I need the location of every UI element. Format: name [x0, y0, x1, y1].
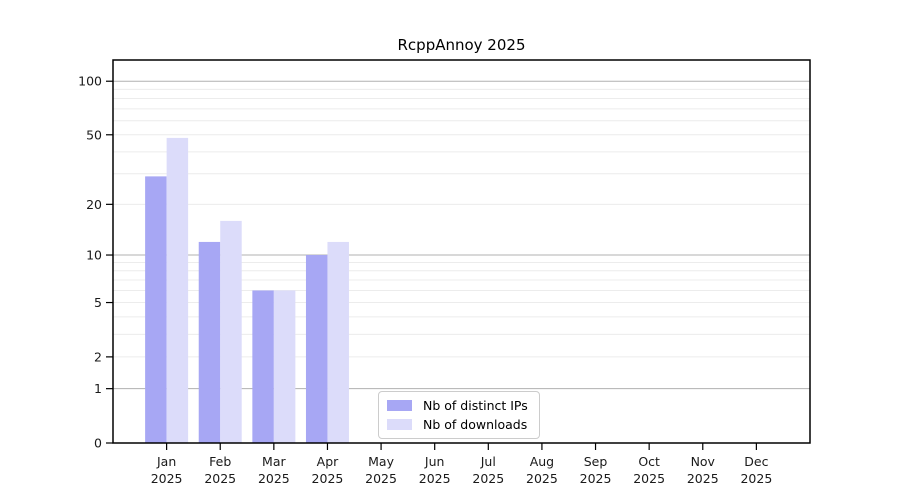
svg-text:2025: 2025 — [258, 471, 290, 486]
bar — [166, 137, 189, 443]
svg-text:2025: 2025 — [312, 471, 344, 486]
legend-swatch-distinct-ips — [387, 400, 412, 411]
legend-item-downloads: Nb of downloads — [387, 417, 528, 432]
svg-text:2025: 2025 — [472, 471, 504, 486]
bar — [305, 255, 328, 443]
svg-text:2025: 2025 — [204, 471, 236, 486]
legend: Nb of distinct IPs Nb of downloads — [378, 391, 540, 439]
bars — [145, 137, 349, 443]
svg-text:2025: 2025 — [419, 471, 451, 486]
svg-text:Dec: Dec — [744, 454, 768, 469]
svg-text:10: 10 — [86, 248, 102, 263]
gridlines — [113, 80, 810, 390]
svg-text:Jan: Jan — [156, 454, 176, 469]
bar — [220, 220, 242, 443]
svg-text:Nov: Nov — [691, 454, 716, 469]
legend-label-distinct-ips: Nb of distinct IPs — [423, 398, 528, 413]
svg-text:May: May — [368, 454, 394, 469]
svg-text:2025: 2025 — [740, 471, 772, 486]
svg-text:Sep: Sep — [584, 454, 608, 469]
y-axis: 0 1 2 5 10 20 50 100 — [78, 74, 113, 451]
bar — [273, 290, 296, 443]
bar — [198, 241, 221, 443]
svg-text:Feb: Feb — [209, 454, 231, 469]
svg-text:0: 0 — [94, 436, 102, 451]
svg-text:Aug: Aug — [530, 454, 554, 469]
svg-text:2: 2 — [94, 349, 102, 364]
svg-text:1: 1 — [94, 381, 102, 396]
plot-border — [112, 59, 811, 444]
svg-text:Mar: Mar — [262, 454, 286, 469]
legend-item-distinct-ips: Nb of distinct IPs — [387, 398, 528, 413]
svg-text:5: 5 — [94, 295, 102, 310]
svg-text:50: 50 — [86, 127, 102, 142]
legend-swatch-downloads — [387, 419, 412, 430]
bar — [252, 290, 274, 443]
svg-text:20: 20 — [86, 197, 102, 212]
svg-text:2025: 2025 — [633, 471, 665, 486]
svg-text:2025: 2025 — [687, 471, 719, 486]
svg-text:2025: 2025 — [526, 471, 558, 486]
svg-text:Apr: Apr — [317, 454, 339, 469]
svg-text:Oct: Oct — [638, 454, 660, 469]
svg-text:2025: 2025 — [365, 471, 397, 486]
svg-text:2025: 2025 — [580, 471, 612, 486]
svg-text:Jul: Jul — [480, 454, 496, 469]
legend-label-downloads: Nb of downloads — [423, 417, 528, 432]
svg-text:Jun: Jun — [424, 454, 445, 469]
chart-title: RcppAnnoy 2025 — [397, 36, 526, 54]
svg-text:100: 100 — [78, 74, 102, 89]
bar — [145, 176, 167, 443]
svg-text:2025: 2025 — [151, 471, 183, 486]
bar — [327, 241, 349, 443]
x-axis: Jan 2025 Feb 2025 Mar 2025 Apr 2025 May 2025 Jun 20… — [151, 443, 772, 486]
